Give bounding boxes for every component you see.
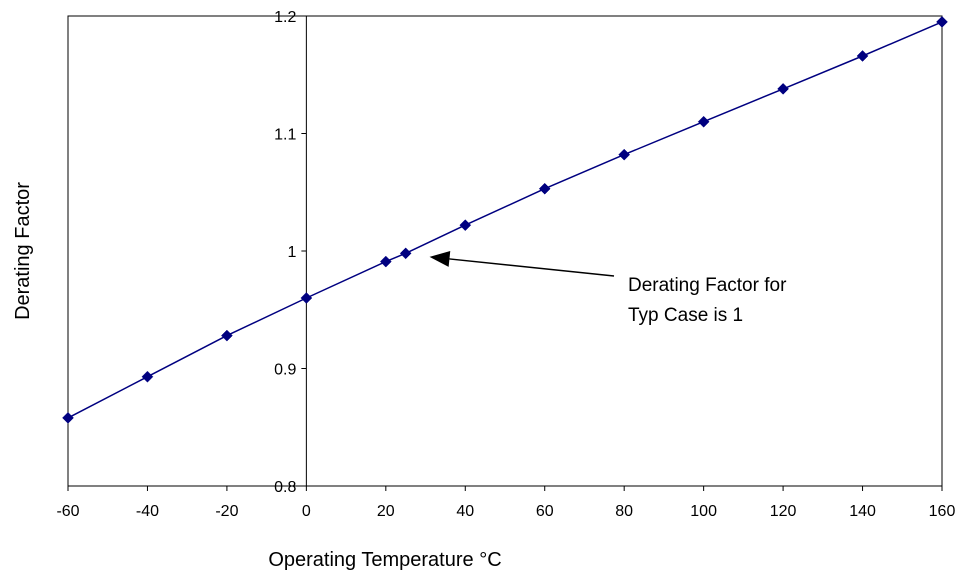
data-point <box>936 16 948 28</box>
x-tick-label: -40 <box>136 503 159 520</box>
y-tick-label: 1.2 <box>274 9 296 26</box>
series-layer <box>62 16 948 424</box>
x-tick-label: 100 <box>690 503 717 520</box>
annotation-arrow-head-icon <box>429 250 451 267</box>
y-tick-label: 1.1 <box>274 127 296 144</box>
x-tick-label: 80 <box>615 503 633 520</box>
data-point <box>221 329 233 342</box>
data-point <box>538 182 551 195</box>
data-point <box>459 219 472 232</box>
data-point <box>141 370 154 383</box>
annotation-text-line: Typ Case is 1 <box>628 305 743 326</box>
annotation-layer: Derating Factor for Typ Case is 1 <box>429 250 787 326</box>
x-tick-label: -20 <box>215 503 238 520</box>
series-line <box>67 21 943 419</box>
plot-area <box>67 15 943 487</box>
x-axis-title: Operating Temperature °C <box>268 549 501 571</box>
x-tick-label: 140 <box>849 503 876 520</box>
x-tick-label: -60 <box>56 503 79 520</box>
data-point <box>856 50 869 62</box>
data-point <box>62 411 74 424</box>
data-point <box>618 148 631 161</box>
plot-frame <box>67 15 943 487</box>
data-point <box>697 115 710 128</box>
y-axis-title: Derating Factor <box>12 182 34 320</box>
data-point <box>399 247 412 260</box>
x-tick-label: 40 <box>456 503 474 520</box>
annotation-text-line: Derating Factor for <box>628 275 787 296</box>
y-tick-label: 0.8 <box>274 479 296 496</box>
x-tick-label: 0 <box>302 503 311 520</box>
y-tick-group: 0.8 0.9 1 1.1 1.2 <box>274 9 307 496</box>
x-tick-label: 120 <box>770 503 797 520</box>
data-point <box>777 82 789 95</box>
y-tick-label: 1 <box>287 244 296 261</box>
annotation-arrow-line <box>449 258 615 277</box>
x-tick-group: -60 -40 -20 0 20 40 60 80 100 120 140 160 <box>56 486 955 520</box>
x-tick-label: 20 <box>377 503 395 520</box>
data-point <box>379 255 392 268</box>
x-tick-label: 160 <box>929 503 956 520</box>
x-tick-label: 60 <box>536 503 554 520</box>
y-tick-label: 0.9 <box>274 362 296 379</box>
data-point <box>300 292 313 304</box>
